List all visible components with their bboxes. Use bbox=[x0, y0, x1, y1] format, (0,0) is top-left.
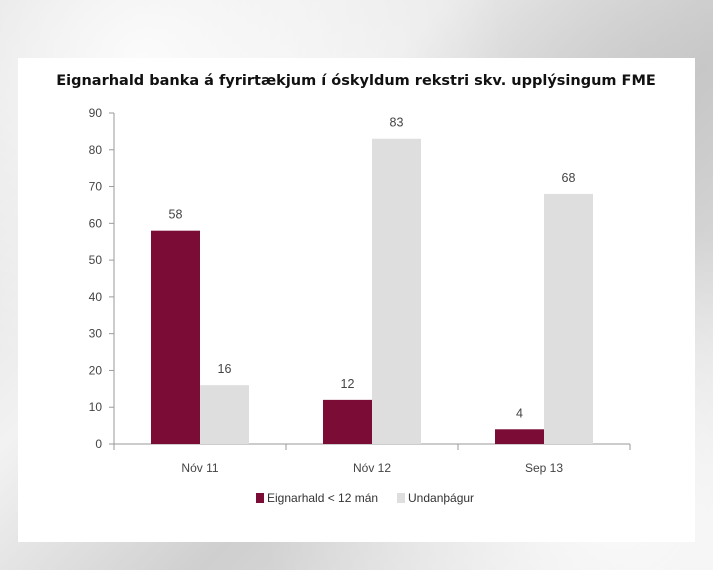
chart-title: Eignarhald banka á fyrirtækjum í óskyldu… bbox=[56, 73, 656, 89]
legend: Eignarhald < 12 mán Undanþágur bbox=[256, 491, 474, 505]
y-tick-label: 20 bbox=[89, 363, 103, 377]
data-label: 68 bbox=[562, 171, 576, 185]
x-tick-label: Nóv 11 bbox=[181, 461, 218, 475]
x-tick-label: Sep 13 bbox=[525, 461, 563, 475]
data-label: 12 bbox=[341, 377, 355, 391]
y-tick-label: 10 bbox=[89, 400, 103, 414]
legend-label: Eignarhald < 12 mán bbox=[267, 491, 378, 505]
legend-swatch bbox=[397, 493, 405, 503]
bar bbox=[372, 138, 421, 444]
bar bbox=[495, 429, 544, 444]
y-tick-label: 70 bbox=[89, 180, 103, 194]
y-tick-label: 0 bbox=[95, 437, 102, 451]
bar bbox=[151, 230, 200, 444]
bar bbox=[544, 193, 593, 444]
y-tick-label: 40 bbox=[89, 290, 103, 304]
legend-swatch bbox=[256, 493, 264, 503]
bars bbox=[151, 138, 593, 444]
y-tick-label: 30 bbox=[89, 327, 103, 341]
legend-label: Undanþágur bbox=[408, 491, 474, 505]
bar-chart: Eignarhald banka á fyrirtækjum í óskyldu… bbox=[56, 73, 656, 505]
chart-card: Eignarhald banka á fyrirtækjum í óskyldu… bbox=[18, 58, 695, 542]
y-tick-label: 60 bbox=[89, 216, 103, 230]
data-label: 83 bbox=[390, 116, 404, 130]
bar bbox=[200, 385, 249, 444]
y-tick-label: 50 bbox=[89, 253, 103, 267]
y-tick-label: 90 bbox=[89, 106, 103, 120]
data-label: 16 bbox=[218, 362, 232, 376]
data-labels: 58 16 12 83 4 68 bbox=[169, 116, 576, 421]
data-label: 58 bbox=[169, 208, 183, 222]
y-tick-label: 80 bbox=[89, 143, 103, 157]
bar bbox=[323, 399, 372, 444]
x-tick-label: Nóv 12 bbox=[353, 461, 391, 475]
data-label: 4 bbox=[516, 406, 523, 420]
